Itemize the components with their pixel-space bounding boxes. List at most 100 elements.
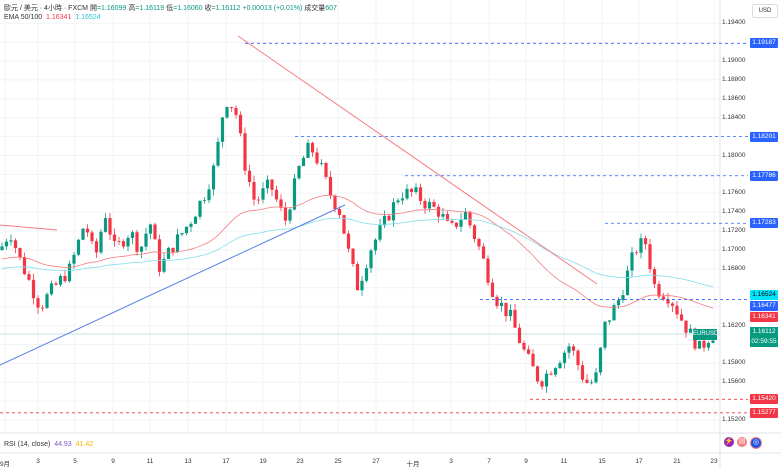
candle-body	[351, 248, 355, 265]
date-label: 23	[710, 458, 718, 465]
low-value: 1.16060	[177, 5, 203, 12]
candle-body	[189, 223, 193, 227]
candle-body	[423, 200, 427, 209]
candle-body	[126, 237, 130, 247]
candle-body	[40, 307, 45, 309]
candle-body	[409, 188, 414, 193]
candle-body	[22, 257, 27, 275]
candle-body	[144, 233, 148, 247]
date-label: 23	[296, 458, 304, 465]
candle-body	[643, 238, 648, 245]
candle-body	[612, 305, 616, 321]
ohlc-legend: 歐元 / 美元 · 4小時 · FXCM 開=1.16099 高=1.16119…	[4, 5, 337, 12]
candle-body	[229, 106, 234, 108]
date-label: 3	[36, 458, 40, 465]
date-label: 27	[372, 458, 380, 465]
candle-body	[670, 303, 675, 306]
candle-body	[288, 209, 292, 221]
candle-body	[580, 365, 585, 380]
candle-body	[571, 346, 576, 351]
candle-body	[436, 206, 441, 217]
date-label: 十月	[406, 461, 420, 468]
date-label: 15	[598, 458, 606, 465]
lightning-icon[interactable]: ⚡	[724, 437, 734, 447]
candle-body	[265, 179, 270, 189]
ema-legend[interactable]: EMA 50/100 1.16341 1.16524	[4, 14, 101, 21]
candle-body	[589, 382, 594, 384]
candle-body	[234, 107, 238, 115]
candle-body	[684, 320, 688, 333]
candle-body	[279, 199, 283, 208]
candle-body	[94, 241, 99, 253]
candle-body	[292, 178, 297, 210]
price-level-tag: 1.17786	[750, 170, 778, 181]
candle-body	[495, 296, 499, 306]
close-value: 1.16112	[215, 5, 241, 12]
candle-body	[328, 176, 333, 196]
price-axis-label: 1.16200	[722, 321, 746, 329]
candle-body	[333, 195, 337, 210]
price-axis-label: 1.15200	[722, 416, 746, 424]
symbol-title: 歐元 / 美元 · 4小時 · FXCM	[4, 5, 88, 12]
candle-body	[504, 302, 508, 317]
trendline-support	[0, 204, 346, 366]
rsi-value: 44.93	[54, 441, 72, 448]
candle-body	[522, 342, 526, 350]
candle-body	[162, 258, 166, 272]
price-axis-label: 1.17200	[722, 227, 746, 235]
candle-body	[139, 246, 144, 252]
candle-body	[54, 283, 58, 285]
price-axis-label: 1.15800	[722, 359, 746, 367]
candle-body	[607, 320, 612, 322]
candle-body	[445, 214, 450, 221]
candle-body	[468, 211, 472, 226]
candle-body	[36, 298, 40, 308]
candle-body	[544, 373, 549, 387]
rsi-legend[interactable]: RSI (14, close) 44.93 41.42	[4, 441, 93, 448]
us-flag-icon[interactable]: ▤	[737, 437, 747, 447]
candle-body	[679, 314, 684, 321]
price-axis-label: 1.17000	[722, 246, 746, 253]
eu-flag-icon[interactable]: ◎	[750, 437, 762, 449]
candle-body	[396, 200, 400, 203]
candle-body	[666, 299, 670, 304]
candle-body	[45, 294, 49, 308]
candle-body	[369, 250, 373, 269]
date-label: 11	[146, 458, 154, 465]
candle-body	[13, 240, 18, 249]
price-axis-label: 1.18600	[722, 94, 746, 102]
candle-body	[81, 228, 85, 240]
candle-body	[67, 263, 72, 282]
candle-body	[270, 179, 274, 190]
candle-body	[85, 228, 90, 233]
candle-body	[535, 366, 540, 382]
candle-body	[499, 302, 504, 306]
candle-body	[247, 170, 252, 182]
date-label: 25	[334, 458, 342, 465]
candle-body	[184, 226, 189, 234]
price-level-tag: 1.16477	[750, 300, 778, 311]
candle-body	[688, 328, 693, 333]
candle-body	[585, 379, 589, 383]
candle-body	[355, 264, 360, 291]
open-value: 1.16099	[101, 5, 127, 12]
candle-body	[202, 200, 207, 201]
candle-body	[346, 233, 351, 249]
ema50-line	[1, 194, 714, 309]
candle-body	[297, 166, 301, 179]
currency-button[interactable]: USD	[752, 4, 778, 18]
candle-body	[517, 327, 522, 343]
price-axis-label: 1.17400	[722, 208, 746, 216]
candle-body	[427, 201, 432, 209]
candle-body	[675, 305, 679, 315]
price-axis-label: 1.18400	[722, 113, 746, 121]
volume-label: 成交量	[304, 5, 326, 12]
ema100-line	[1, 217, 714, 288]
price-level-tag: 1.19187	[750, 38, 778, 49]
candle-body	[211, 165, 216, 190]
date-label: 9	[524, 458, 528, 465]
candle-body	[49, 283, 54, 295]
symbol-tag: EURUSD	[693, 329, 718, 340]
candle-body	[391, 202, 396, 221]
